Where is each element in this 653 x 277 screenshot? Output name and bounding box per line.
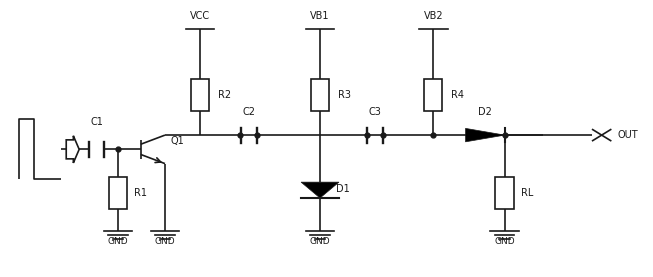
- Bar: [109, 176, 127, 209]
- Text: OUT: OUT: [618, 130, 639, 140]
- Text: VB1: VB1: [310, 11, 330, 21]
- Polygon shape: [66, 136, 79, 163]
- Text: RL: RL: [520, 188, 533, 198]
- Text: VCC: VCC: [190, 11, 210, 21]
- Text: D1: D1: [336, 184, 350, 194]
- Bar: [311, 79, 329, 111]
- Text: GND: GND: [310, 237, 330, 246]
- Text: GND: GND: [494, 237, 515, 246]
- Text: GND: GND: [155, 237, 175, 246]
- Text: R3: R3: [338, 90, 351, 100]
- Polygon shape: [466, 128, 505, 142]
- Text: C3: C3: [369, 107, 381, 117]
- Text: VB2: VB2: [424, 11, 443, 21]
- Text: GND: GND: [108, 237, 129, 246]
- Text: C1: C1: [90, 117, 103, 127]
- Polygon shape: [301, 182, 339, 198]
- Bar: [191, 79, 210, 111]
- Text: D2: D2: [478, 107, 492, 117]
- Text: R2: R2: [218, 90, 232, 100]
- Text: C2: C2: [242, 107, 255, 117]
- Text: R4: R4: [451, 90, 464, 100]
- Text: Q1: Q1: [170, 136, 184, 146]
- Text: R1: R1: [135, 188, 147, 198]
- Bar: [496, 176, 514, 209]
- Bar: [424, 79, 442, 111]
